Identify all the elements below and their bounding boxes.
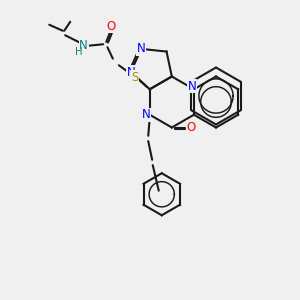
Text: N: N [126, 66, 135, 79]
Text: N: N [80, 39, 88, 52]
Text: N: N [137, 42, 146, 56]
Text: O: O [186, 121, 195, 134]
Text: N: N [142, 108, 151, 121]
Text: S: S [131, 71, 138, 84]
Text: N: N [188, 80, 197, 93]
Text: H: H [75, 47, 82, 57]
Text: O: O [106, 20, 116, 33]
